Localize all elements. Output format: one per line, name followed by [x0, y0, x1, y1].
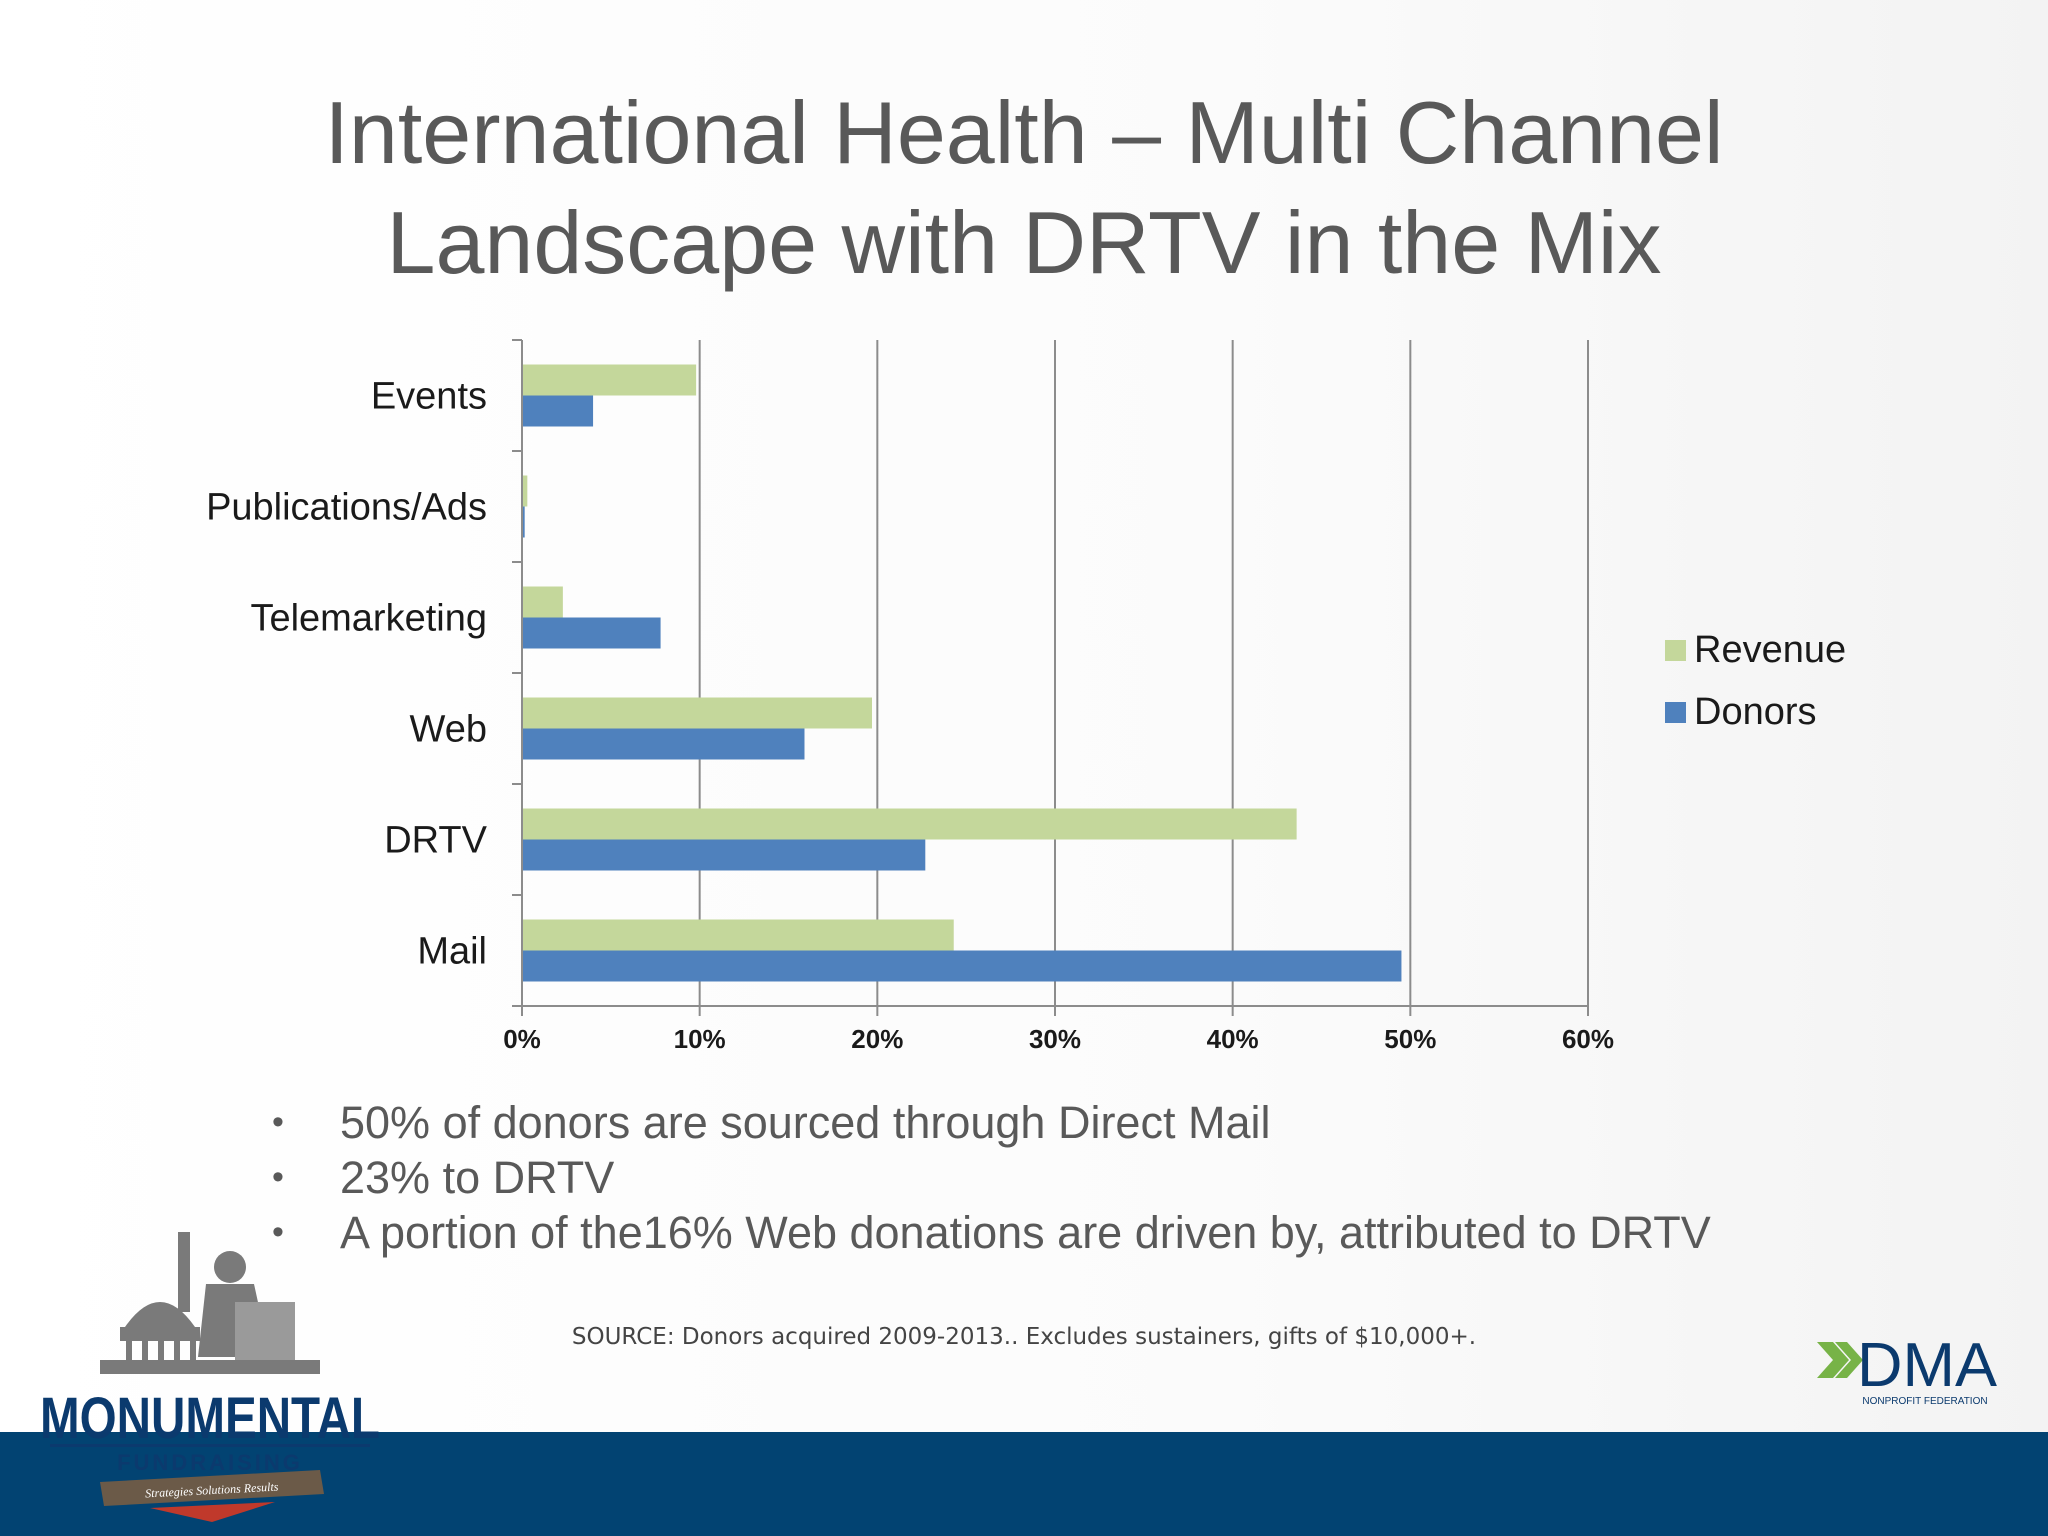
logo-ribbon-text: Strategies Solutions Results — [145, 1480, 279, 1501]
source-note: SOURCE: Donors acquired 2009-2013.. Excl… — [571, 1324, 1477, 1350]
category-label: Telemarketing — [250, 598, 487, 640]
legend-swatch-donors — [1665, 702, 1686, 723]
x-tick-label: 50% — [1384, 1024, 1436, 1054]
bar-revenue-publications-ads — [522, 475, 528, 507]
category-label: Publications/Ads — [206, 487, 487, 529]
category-label: Mail — [417, 931, 487, 973]
bar-revenue-drtv — [522, 808, 1297, 840]
x-tick-label: 0% — [503, 1024, 541, 1054]
legend-swatch-revenue — [1665, 640, 1686, 661]
bar-donors-telemarketing — [522, 617, 661, 649]
slide-background — [0, 0, 2048, 1432]
bar-donors-web — [522, 728, 805, 760]
bar-chart: 0% 10% 20% 30% 40% 50% 60% Events Publications/A… — [206, 339, 1846, 1054]
logo-word-fundraising: FUNDRAISING — [117, 1450, 303, 1475]
bar-revenue-web — [522, 697, 873, 729]
legend-label-donors: Donors — [1694, 691, 1817, 733]
title-line-1: International Health – Multi Channel — [324, 83, 1724, 182]
bar-donors-events — [522, 395, 594, 427]
x-tick-label: 40% — [1207, 1024, 1259, 1054]
bar-donors-mail — [522, 950, 1402, 982]
slide-title: International Health – Multi Channel Lan… — [0, 78, 2048, 298]
category-label: Web — [410, 709, 487, 751]
bullet-dot-icon: • — [272, 1103, 284, 1141]
x-tick-label: 20% — [851, 1024, 903, 1054]
category-label: Events — [371, 376, 487, 418]
dma-logo-word: DMA — [1857, 1331, 1998, 1400]
category-label: DRTV — [384, 820, 487, 862]
monumental-fundraising-logo: MONUMENTAL FUNDRAISING Strategies Soluti… — [40, 1232, 380, 1522]
bullet-text: 50% of donors are sourced through Direct… — [340, 1097, 1271, 1148]
bar-revenue-telemarketing — [522, 586, 563, 618]
bullet-text: A portion of the16% Web donations are dr… — [340, 1207, 1711, 1258]
bar-donors-publications-ads — [522, 506, 525, 538]
bullet-item: • 50% of donors are sourced through Direc… — [272, 1095, 1772, 1150]
dma-logo: DMA NONPROFIT FEDERATION — [1817, 1331, 1998, 1407]
x-tick-label: 60% — [1562, 1024, 1614, 1054]
bullet-item: • 23% to DRTV — [272, 1150, 1772, 1205]
bullet-text: 23% to DRTV — [340, 1152, 615, 1203]
logo-word-monumental: MONUMENTAL — [40, 1386, 380, 1451]
bar-revenue-mail — [522, 919, 954, 951]
x-tick-label: 30% — [1029, 1024, 1081, 1054]
monuments-illustration-icon — [100, 1232, 320, 1374]
bullet-dot-icon: • — [272, 1213, 284, 1251]
dma-chevron-icon — [1817, 1342, 1863, 1378]
x-tick-label: 10% — [674, 1024, 726, 1054]
bar-revenue-events — [522, 364, 697, 396]
dma-logo-subtitle: NONPROFIT FEDERATION — [1862, 1396, 1987, 1407]
bar-donors-drtv — [522, 839, 926, 871]
title-line-2: Landscape with DRTV in the Mix — [386, 193, 1662, 292]
bullet-dot-icon: • — [272, 1158, 284, 1196]
bullet-item: • A portion of the16% Web donations are d… — [272, 1205, 1772, 1260]
legend-label-revenue: Revenue — [1694, 629, 1846, 671]
footer-bar — [0, 1432, 2048, 1536]
bullet-list: • 50% of donors are sourced through Direc… — [272, 1095, 1772, 1260]
